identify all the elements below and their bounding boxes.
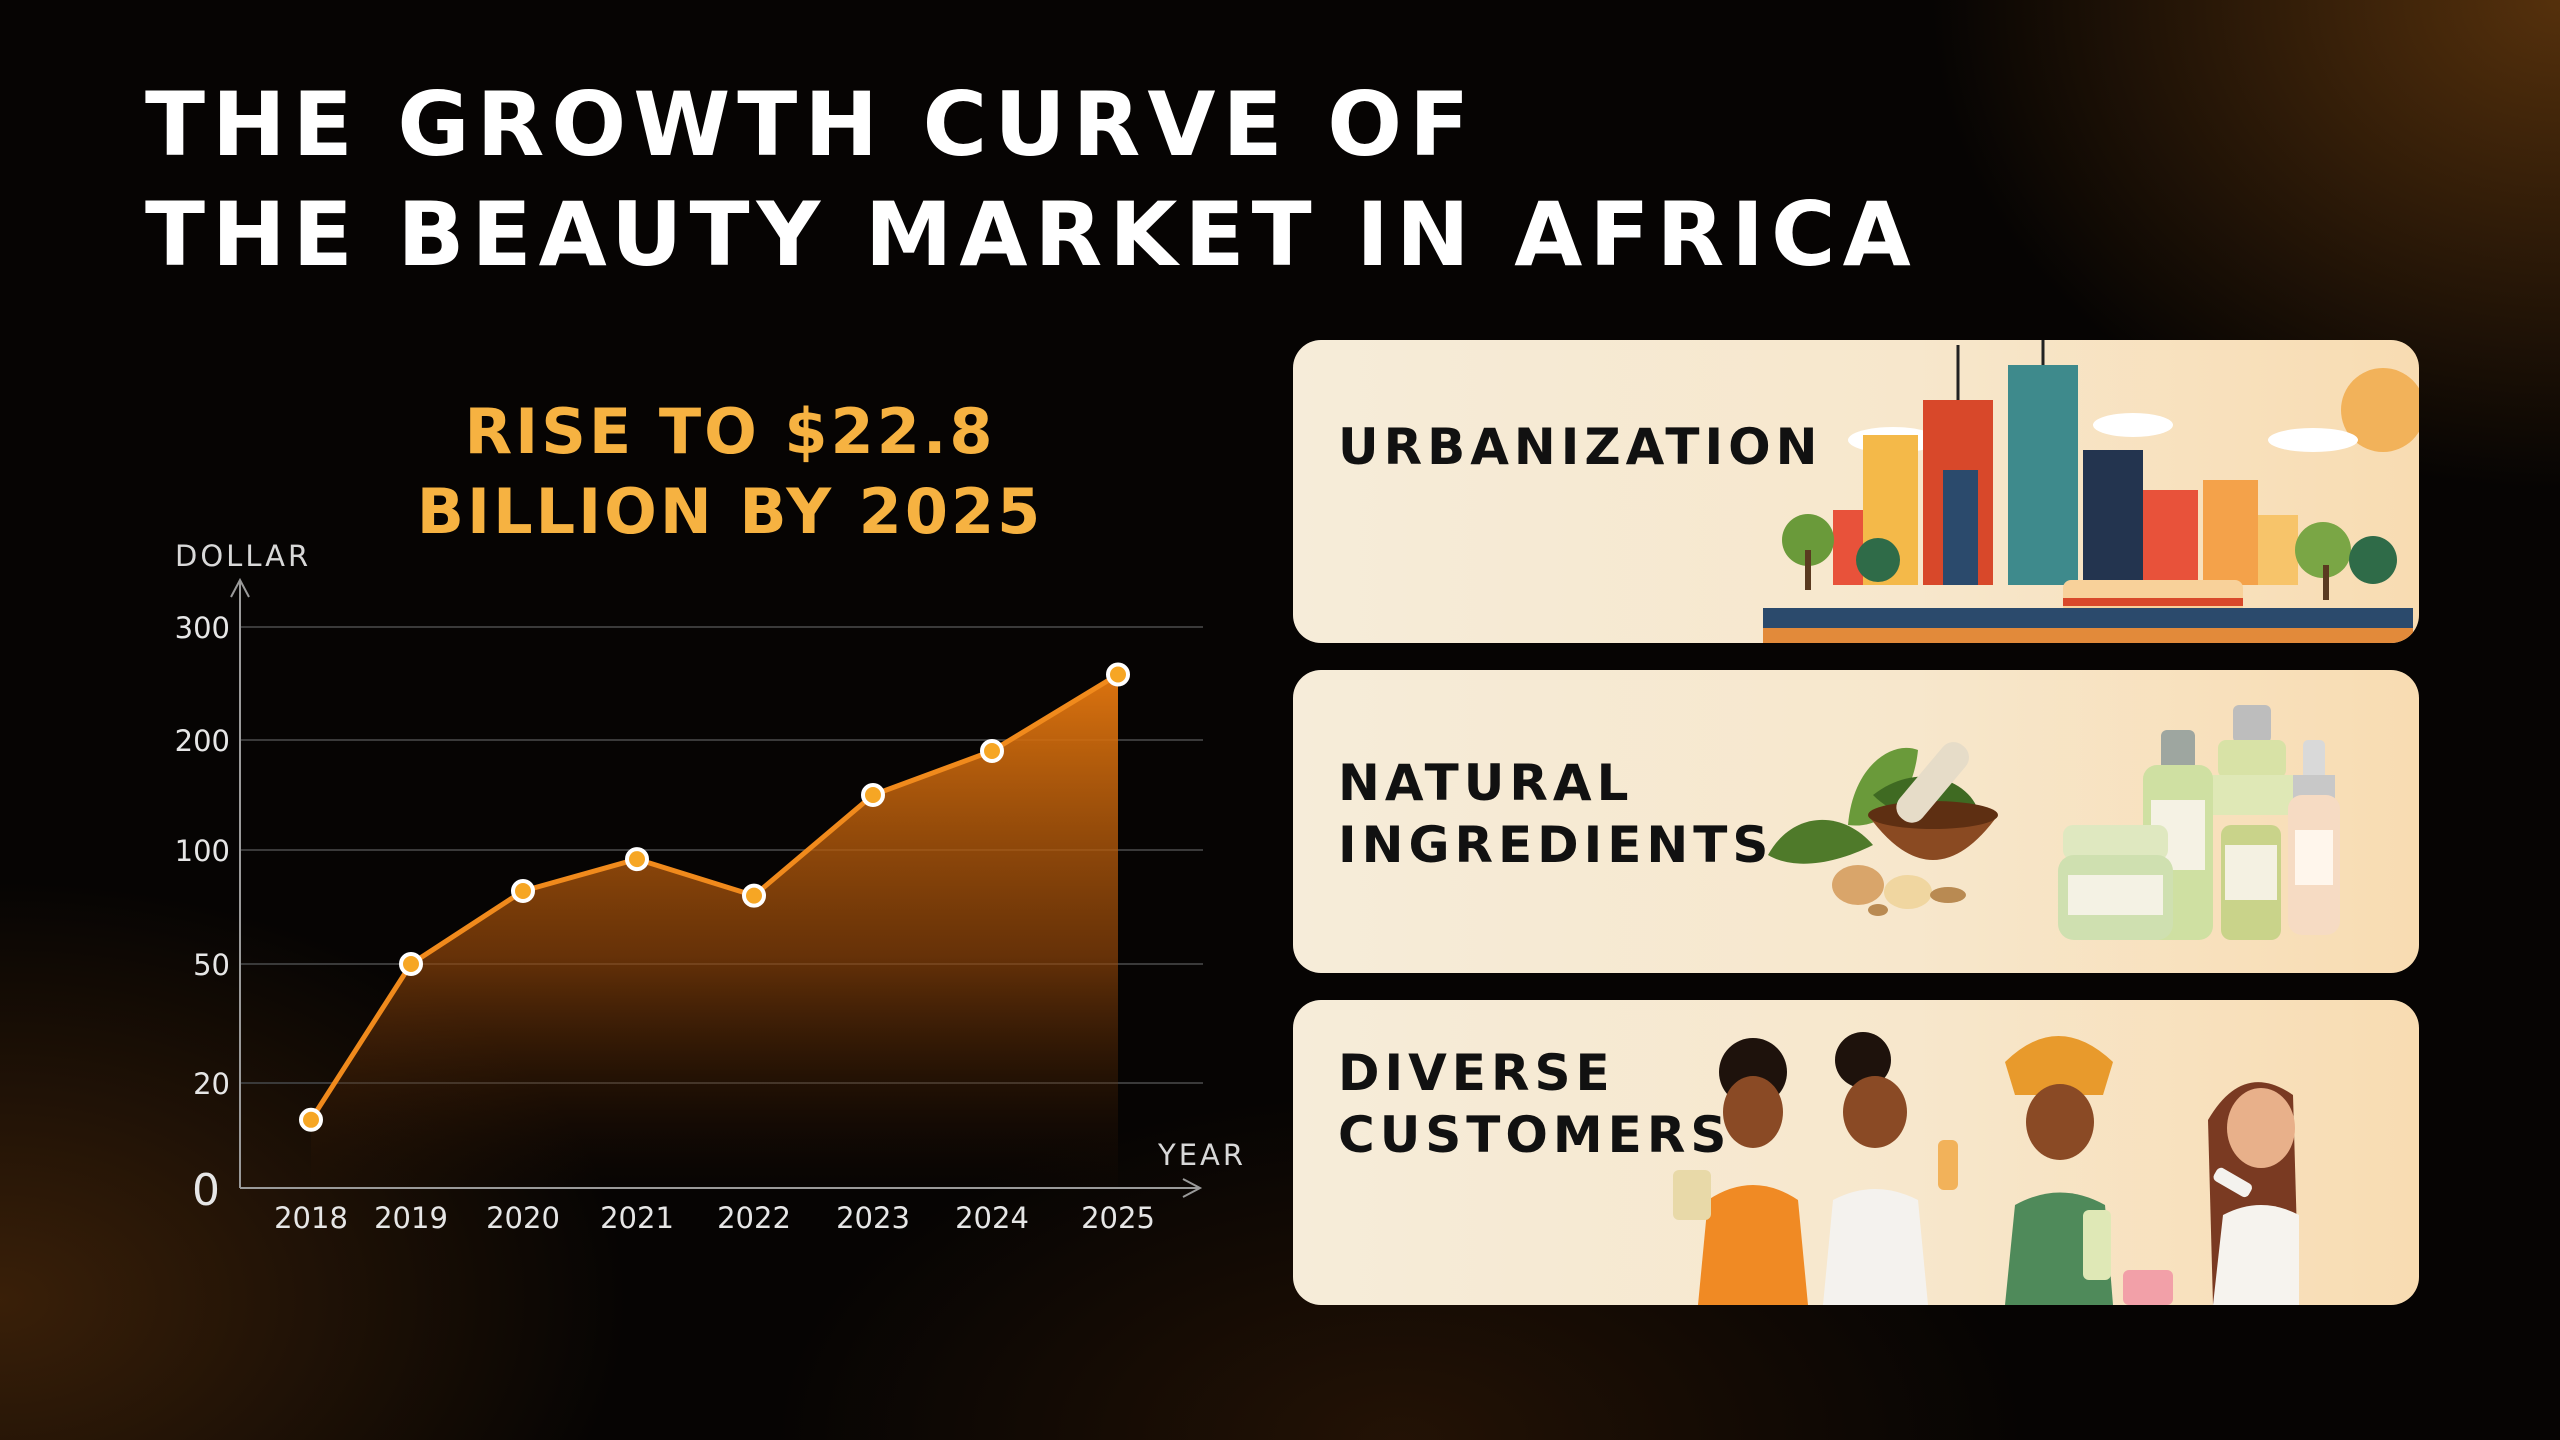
y-axis-title: DOLLAR bbox=[175, 539, 311, 573]
x-tick-label: 2022 bbox=[717, 1201, 791, 1235]
x-tick-label: 2024 bbox=[955, 1201, 1029, 1235]
ingredients-cosmetics-icon bbox=[1768, 705, 2340, 940]
x-tick-label: 2019 bbox=[374, 1201, 448, 1235]
data-point bbox=[980, 739, 1004, 763]
x-tick-label: 2020 bbox=[486, 1201, 560, 1235]
card-label-line: NATURAL bbox=[1338, 754, 1634, 812]
chart-headline: RISE TO $22.8 BILLION BY 2025 bbox=[300, 392, 1160, 552]
y-axis-arrow bbox=[230, 577, 250, 598]
chart-headline-line-1: RISE TO $22.8 bbox=[464, 395, 996, 468]
y-tick-label: 50 bbox=[193, 948, 230, 982]
card-label-diverse-customers: DIVERSE CUSTOMERS bbox=[1338, 1042, 1731, 1166]
card-label-line: CUSTOMERS bbox=[1338, 1106, 1732, 1164]
y-tick-label: 20 bbox=[193, 1067, 230, 1101]
y-tick-label: 200 bbox=[175, 724, 230, 758]
data-point bbox=[625, 847, 649, 872]
data-point bbox=[511, 879, 535, 903]
y-tick-label: 0 bbox=[192, 1165, 220, 1216]
y-tick-label: 300 bbox=[175, 611, 230, 645]
y-tick-label: 100 bbox=[175, 834, 230, 868]
growth-area-chart: DOLLAR YEAR 0 20 50 100 200 300 2018 2019 2020 20… bbox=[175, 539, 1246, 1235]
data-point bbox=[861, 783, 885, 807]
page-title-line-1: THE GROWTH CURVE OF bbox=[145, 73, 1477, 176]
x-tick-label: 2021 bbox=[600, 1201, 674, 1235]
x-axis-title: YEAR bbox=[1157, 1138, 1246, 1172]
x-tick-label: 2018 bbox=[274, 1201, 348, 1235]
x-tick-label: 2025 bbox=[1081, 1201, 1155, 1235]
series-line bbox=[308, 672, 1120, 1122]
data-point bbox=[1106, 662, 1130, 687]
data-point bbox=[742, 883, 766, 908]
card-label-urbanization: URBANIZATION bbox=[1338, 416, 1823, 478]
card-natural-ingredients: NATURAL INGREDIENTS bbox=[1293, 670, 2419, 973]
x-tick-label: 2023 bbox=[836, 1201, 910, 1235]
card-urbanization: URBANIZATION bbox=[1293, 340, 2419, 643]
card-label-line: URBANIZATION bbox=[1338, 418, 1823, 476]
city-skyline-icon bbox=[1763, 340, 2419, 643]
page-title-line-2: THE BEAUTY MARKET IN AFRICA bbox=[145, 183, 1918, 286]
card-diverse-customers: DIVERSE CUSTOMERS bbox=[1293, 1000, 2419, 1305]
card-label-natural-ingredients: NATURAL INGREDIENTS bbox=[1338, 752, 1773, 876]
data-point bbox=[399, 952, 423, 976]
page-title: THE GROWTH CURVE OF THE BEAUTY MARKET IN… bbox=[145, 70, 1918, 290]
card-label-line: INGREDIENTS bbox=[1338, 816, 1774, 874]
area-fill bbox=[311, 674, 1118, 1188]
x-axis-arrow bbox=[1182, 1178, 1203, 1198]
customers-icon bbox=[1673, 1032, 2299, 1305]
chart-headline-line-2: BILLION BY 2025 bbox=[416, 475, 1044, 548]
card-label-line: DIVERSE bbox=[1338, 1044, 1615, 1102]
data-point bbox=[299, 1107, 323, 1132]
